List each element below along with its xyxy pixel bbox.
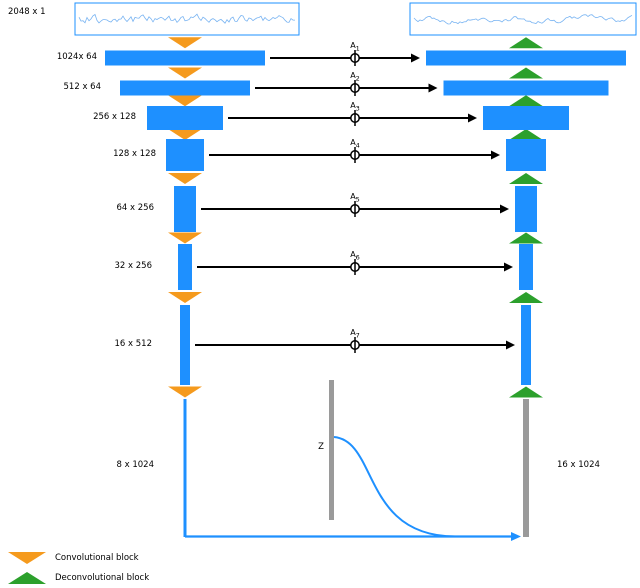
skip-label-text: A xyxy=(350,71,356,80)
layer-size-label-1: 1024x 64 xyxy=(56,52,97,62)
deconv-triangle-icon-2 xyxy=(509,67,543,79)
encoder-bar-3 xyxy=(147,106,223,130)
conv-triangle-icon-6 xyxy=(168,232,202,244)
skip-label-a6: A6 xyxy=(350,250,360,263)
deconv-triangle-icon-8 xyxy=(509,386,543,398)
skip-label-subscript: 5 xyxy=(355,195,360,204)
layer-size-label-4: 128 x 128 xyxy=(113,149,156,159)
deconv-triangle-icon-6 xyxy=(509,232,543,244)
legend-label-deconv: Deconvolutional block xyxy=(55,573,150,583)
legend-conv-triangle-icon xyxy=(8,552,46,564)
decoder-size-label: 16 x 1024 xyxy=(557,460,600,470)
conv-triangle-icon-3 xyxy=(168,95,202,107)
latent-z-label: Z xyxy=(318,442,324,452)
output-waveform xyxy=(413,14,633,25)
skip-label-text: A xyxy=(350,101,356,110)
decoder-bar-2 xyxy=(443,80,609,96)
layer-size-label-2: 512 x 64 xyxy=(63,82,101,92)
skip-arrowhead-3 xyxy=(468,113,477,123)
decoder-bar-6 xyxy=(519,244,533,290)
legend-label-conv: Convolutional block xyxy=(55,553,139,563)
decoder-bar-5 xyxy=(515,186,537,232)
skip-label-text: A xyxy=(350,138,356,147)
skip-arrowhead-7 xyxy=(506,340,515,350)
encoder-bar-8 xyxy=(183,399,187,537)
skip-label-subscript: 3 xyxy=(355,104,360,113)
skip-arrowhead-1 xyxy=(411,53,420,63)
bottleneck-size-label: 8 x 1024 xyxy=(116,460,154,470)
skip-label-a1: A1 xyxy=(350,41,360,54)
legend-deconv-triangle-icon xyxy=(8,572,46,584)
conv-triangle-icon-7 xyxy=(168,292,202,303)
skip-arrowhead-6 xyxy=(504,262,513,272)
layer-size-label-3: 256 x 128 xyxy=(93,112,136,122)
skip-label-text: A xyxy=(350,192,356,201)
deconv-triangle-icon-4 xyxy=(509,129,543,140)
skip-label-a4: A4 xyxy=(350,138,360,151)
encoder-bar-7 xyxy=(180,305,190,385)
conv-triangle-icon-8 xyxy=(168,386,202,398)
skip-label-subscript: 2 xyxy=(355,74,360,83)
skip-arrowhead-5 xyxy=(500,204,509,214)
input-size-label: 2048 x 1 xyxy=(8,7,46,17)
encoder-bar-6 xyxy=(178,244,192,290)
skip-arrowhead-2 xyxy=(428,83,438,93)
skip-label-a3: A3 xyxy=(350,101,360,114)
decoder-bar-3 xyxy=(483,106,569,130)
skip-label-text: A xyxy=(350,250,356,259)
encoder-bar-4 xyxy=(166,139,204,171)
deconv-triangle-icon-5 xyxy=(509,173,543,184)
skip-label-a5: A5 xyxy=(350,192,360,205)
layer-size-label-5: 64 x 256 xyxy=(116,203,154,213)
skip-label-text: A xyxy=(350,41,356,50)
skip-arrowhead-4 xyxy=(491,150,500,160)
conv-triangle-icon-4 xyxy=(168,129,202,140)
skip-label-a7: A7 xyxy=(350,328,360,341)
decoder-bar-1 xyxy=(426,50,626,66)
skip-label-subscript: 7 xyxy=(355,331,360,340)
bottleneck-flow-arrowhead xyxy=(511,532,521,541)
encoder-bar-2 xyxy=(120,80,250,96)
decoder-bar-4 xyxy=(506,139,546,171)
input-waveform xyxy=(78,13,295,24)
skip-label-subscript: 6 xyxy=(355,253,360,262)
decoder-bar-7 xyxy=(521,305,531,385)
conv-triangle-icon-5 xyxy=(168,173,202,184)
skip-label-a2: A2 xyxy=(350,71,360,84)
encoder-bar-5 xyxy=(174,186,196,232)
encoder-bar-1 xyxy=(105,50,265,66)
input-signal-box xyxy=(74,2,300,36)
latent-bar xyxy=(329,380,334,520)
skip-label-subscript: 4 xyxy=(355,141,360,150)
conv-triangle-icon-1 xyxy=(168,37,202,49)
skip-label-text: A xyxy=(350,328,356,337)
conv-triangle-icon-2 xyxy=(168,67,202,79)
skip-label-subscript: 1 xyxy=(355,44,360,53)
deconv-triangle-icon-3 xyxy=(509,95,543,107)
deconv-triangle-icon-7 xyxy=(509,292,543,303)
deconv-triangle-icon-1 xyxy=(509,37,543,49)
layer-size-label-6: 32 x 256 xyxy=(114,261,152,271)
latent-flow-curve xyxy=(333,436,456,538)
decoder-bar-8 xyxy=(523,399,529,537)
layer-size-label-7: 16 x 512 xyxy=(114,339,152,349)
